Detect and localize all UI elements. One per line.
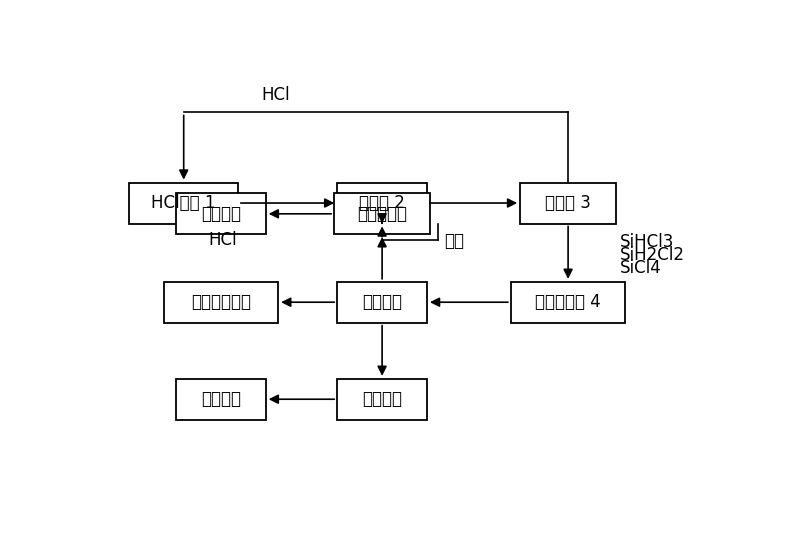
- Text: 四氯化硅: 四氯化硅: [362, 390, 402, 408]
- Text: 水洗外排: 水洗外排: [201, 390, 241, 408]
- Text: 硅粉: 硅粉: [444, 231, 464, 250]
- FancyBboxPatch shape: [337, 183, 427, 223]
- FancyBboxPatch shape: [176, 193, 266, 234]
- Text: 三氯氢硅产品: 三氯氢硅产品: [191, 293, 251, 311]
- FancyBboxPatch shape: [520, 183, 616, 223]
- Text: 水洗外排: 水洗外排: [201, 205, 241, 223]
- Text: SiCl4: SiCl4: [619, 259, 662, 277]
- FancyBboxPatch shape: [337, 379, 427, 419]
- FancyBboxPatch shape: [510, 282, 626, 323]
- FancyBboxPatch shape: [337, 282, 427, 323]
- Text: 提纯分离: 提纯分离: [362, 293, 402, 311]
- Text: HCl: HCl: [262, 86, 290, 104]
- Text: 二氯二氢硅: 二氯二氢硅: [357, 205, 407, 223]
- FancyBboxPatch shape: [176, 379, 266, 419]
- Text: SiH2Cl2: SiH2Cl2: [619, 246, 685, 264]
- Text: 合成炉 2: 合成炉 2: [359, 194, 405, 212]
- Text: 冷凝器 3: 冷凝器 3: [545, 194, 591, 212]
- Text: HCl储罐 1: HCl储罐 1: [151, 194, 216, 212]
- FancyBboxPatch shape: [334, 193, 430, 234]
- FancyBboxPatch shape: [163, 282, 278, 323]
- FancyBboxPatch shape: [130, 183, 238, 223]
- Text: SiHCl3: SiHCl3: [619, 233, 674, 251]
- Text: 冷凝料储罐 4: 冷凝料储罐 4: [535, 293, 601, 311]
- Text: HCl: HCl: [209, 231, 237, 249]
